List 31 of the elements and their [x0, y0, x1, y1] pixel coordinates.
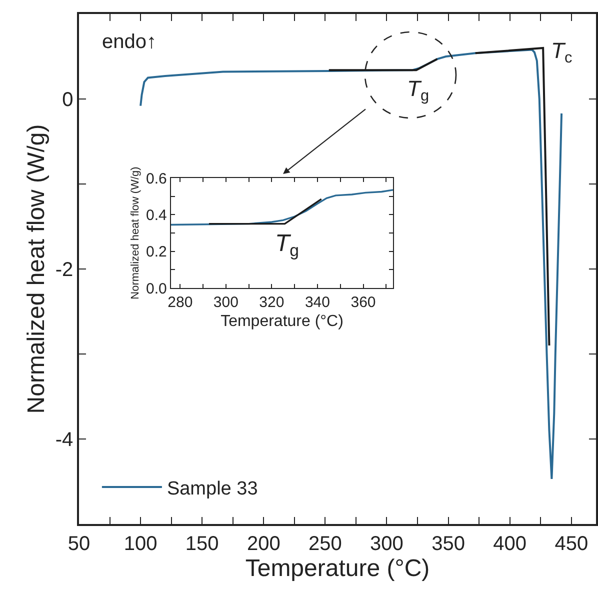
y-tick-label: -4: [55, 429, 74, 451]
x-tick-label: 320: [259, 294, 284, 312]
x-tick-label: 280: [168, 294, 193, 312]
x-axis-title: Temperature (°C): [220, 312, 344, 330]
y-tick-label: -2: [55, 259, 74, 281]
y-axis-title: Normalized heat flow (W/g): [130, 166, 142, 300]
x-axis-title: Temperature (°C): [245, 554, 430, 582]
y-tick-label: 0: [62, 89, 74, 111]
y-tick-label: 0.6: [146, 170, 167, 188]
x-tick-label: 400: [493, 532, 527, 555]
legend-label: Sample 33: [166, 478, 258, 500]
annotation: endo↑: [102, 31, 156, 53]
x-tick-label: 200: [246, 532, 280, 555]
annotation: T$_{g}$: [407, 76, 430, 105]
x-tick-label: 340: [304, 294, 330, 312]
x-tick-label: 50: [68, 532, 90, 555]
x-tick-label: 300: [213, 294, 238, 312]
annotation: T$_{g}$: [275, 230, 300, 260]
y-tick-label: 0.2: [146, 244, 167, 261]
line-series: [171, 189, 393, 226]
y-axis-title: Normalized heat flow (W/g): [23, 124, 50, 414]
x-tick-label: 150: [185, 532, 219, 555]
x-tick-label: 450: [554, 532, 588, 555]
y-tick-label: 0.4: [146, 206, 167, 224]
x-tick-label: 100: [124, 532, 158, 555]
y-tick-label: 0.0: [146, 280, 167, 298]
x-tick-label: 360: [350, 294, 376, 312]
annotation: T$_{c}$: [551, 38, 572, 67]
x-tick-label: 300: [370, 532, 404, 555]
x-tick-label: 250: [308, 532, 342, 555]
x-tick-label: 350: [432, 532, 465, 555]
